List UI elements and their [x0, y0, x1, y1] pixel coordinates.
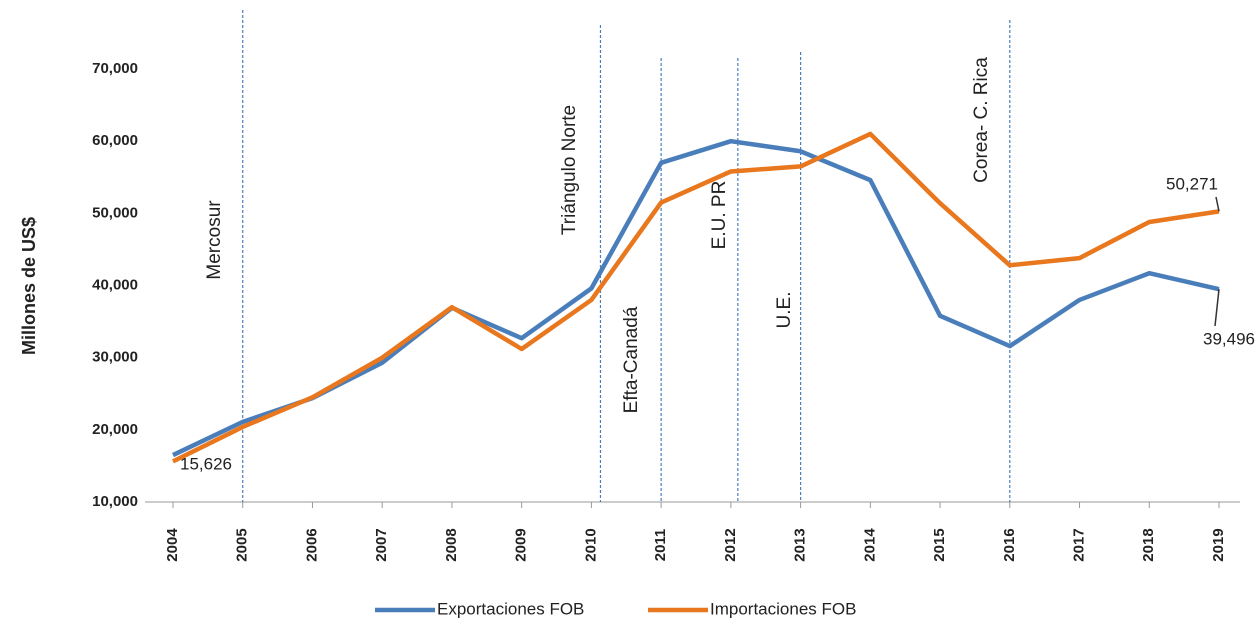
- y-tick-label: 50,000: [92, 204, 138, 221]
- y-tick-label: 70,000: [92, 60, 138, 77]
- x-tick-label: 2009: [513, 528, 530, 561]
- x-tick-label: 2006: [303, 528, 320, 561]
- y-tick-label: 40,000: [92, 276, 138, 293]
- x-tick-label: 2011: [652, 529, 669, 562]
- legend-label: Exportaciones FOB: [437, 599, 584, 618]
- annotation-label: Corea- C. Rica: [971, 57, 992, 183]
- y-tick-label: 10,000: [92, 493, 138, 510]
- x-tick-label: 2019: [1210, 528, 1227, 561]
- x-tick-label: 2010: [582, 528, 599, 561]
- data-label: 15,626: [180, 454, 232, 473]
- x-tick-label: 2008: [443, 528, 460, 561]
- label-leader: [1215, 196, 1220, 212]
- series-line: [172, 131, 1220, 464]
- annotation-label: U.E.: [774, 292, 795, 329]
- x-tick-label: 2007: [373, 528, 390, 561]
- annotation-label: Mercosur: [204, 200, 225, 280]
- data-label: 50,271: [1166, 174, 1218, 193]
- y-tick-label: 30,000: [92, 349, 138, 366]
- x-tick-label: 2015: [931, 528, 948, 561]
- data-label: 39,496: [1203, 329, 1255, 348]
- y-axis-label: Millones de US$: [19, 217, 39, 355]
- y-tick-label: 60,000: [92, 132, 138, 149]
- legend-label: Importaciones FOB: [710, 599, 856, 618]
- x-tick-label: 2016: [1001, 528, 1018, 561]
- annotation-label: Efta-Canadá: [621, 306, 642, 413]
- series-line: [172, 138, 1220, 458]
- x-tick-label: 2004: [164, 528, 181, 562]
- x-tick-label: 2014: [861, 528, 878, 562]
- label-leader: [1214, 289, 1220, 327]
- y-tick-label: 20,000: [92, 421, 138, 438]
- annotation-label: Triángulo Norte: [559, 105, 580, 235]
- x-tick-label: 2017: [1071, 528, 1088, 561]
- x-tick-label: 2013: [792, 528, 809, 561]
- annotation-label: E.U. PR: [709, 181, 730, 250]
- x-tick-label: 2005: [234, 528, 251, 561]
- x-tick-label: 2012: [722, 528, 739, 561]
- x-tick-label: 2018: [1140, 528, 1157, 561]
